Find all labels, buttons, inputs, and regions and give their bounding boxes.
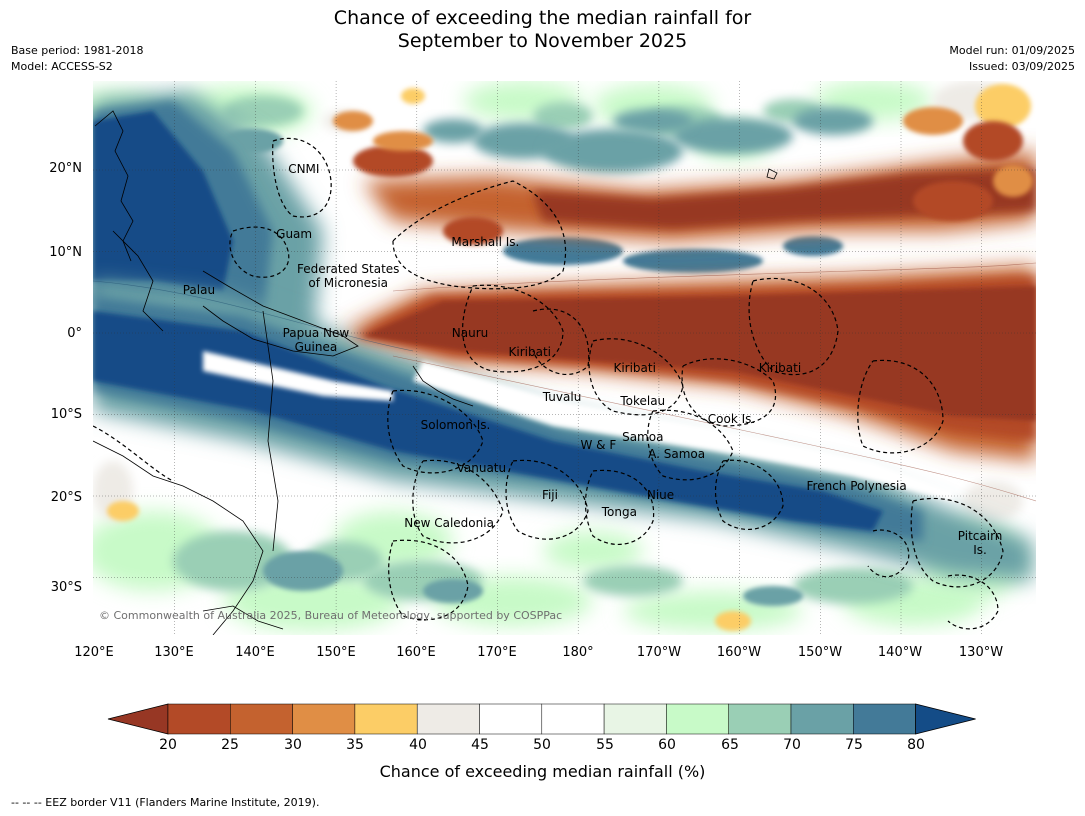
region-label: Kiribati [508, 344, 552, 359]
region-label: Palau [182, 282, 216, 297]
region-label: Guam [276, 226, 313, 241]
colorbar-tick: 40 [409, 737, 427, 753]
colorbar-tick: 65 [721, 737, 739, 753]
region-label: Kiribati [758, 361, 802, 376]
colorbar-bin [416, 703, 480, 735]
region-label: French Polynesia [806, 479, 907, 494]
colorbar-tick: 30 [284, 737, 302, 753]
region-label: Fiji [541, 488, 558, 503]
lon-tick-120e: 120°E [74, 645, 114, 660]
base-period: Base period: 1981-2018 [11, 44, 144, 57]
lon-tick-170e: 170°E [477, 645, 517, 660]
region-label: New Caledonia [404, 515, 494, 530]
coastlines [93, 110, 778, 635]
region-label: Pitcairn Is. [957, 529, 1003, 558]
eez-borders [93, 137, 1004, 630]
colorbar-tick: 45 [471, 737, 489, 753]
lon-tick-160e: 160°E [396, 645, 436, 660]
rainfall-map [93, 81, 1036, 635]
colorbar-under-arrow [107, 703, 169, 735]
colorbar-bin [292, 703, 356, 735]
lat-tick-0: 0° [67, 326, 82, 341]
lat-tick-30s: 30°S [50, 580, 82, 595]
colorbar-tick: 50 [533, 737, 551, 753]
region-label: A. Samoa [648, 446, 706, 461]
colorbar-bin [230, 703, 293, 735]
model-name: Model: ACCESS-S2 [11, 60, 113, 73]
lon-tick-160w: 160°W [716, 645, 762, 660]
colorbar-tick: 55 [596, 737, 614, 753]
region-label: Samoa [622, 430, 664, 445]
model-run: Model run: 01/09/2025 [949, 44, 1075, 57]
colorbar-tick: 60 [658, 737, 676, 753]
lon-tick-130w: 130°W [958, 645, 1004, 660]
colorbar-bin [541, 703, 605, 735]
issued-date: Issued: 03/09/2025 [968, 60, 1075, 73]
colorbar-bin [853, 703, 916, 735]
lon-tick-130e: 130°E [154, 645, 194, 660]
colorbar-tick: 25 [221, 737, 239, 753]
lon-tick-140e: 140°E [235, 645, 275, 660]
lat-tick-20s: 20°S [50, 490, 82, 505]
colorbar-bin [479, 703, 543, 735]
lat-tick-10s: 10°S [50, 407, 82, 422]
colorbar-bin [167, 703, 231, 735]
region-label: Solomon Is. [420, 418, 491, 433]
colorbar-tick: 80 [907, 737, 925, 753]
colorbar-bin [666, 703, 729, 735]
lon-tick-140w: 140°W [877, 645, 923, 660]
region-label: Papua New Guinea [282, 325, 350, 354]
region-label: Federated States of Micronesia [296, 261, 400, 290]
colorbar-tick: 20 [159, 737, 177, 753]
region-label: Tokelau [620, 393, 666, 408]
title-line-2: September to November 2025 [397, 30, 688, 52]
map-panel [93, 81, 1036, 635]
lon-tick-150w: 150°W [797, 645, 843, 660]
region-label: Kiribati [613, 361, 656, 376]
eez-footnote: -- -- -- EEZ border V11 (Flanders Marine… [11, 796, 320, 809]
lon-tick-150e: 150°E [316, 645, 356, 660]
region-label: Cook Is. [707, 412, 756, 427]
region-label: Tonga [601, 505, 637, 520]
graticule [93, 81, 1036, 635]
colorbar-tick: 35 [346, 737, 364, 753]
colorbar-tick: 70 [783, 737, 801, 753]
lat-tick-10n: 10°N [49, 245, 82, 260]
region-label: CNMI [288, 162, 320, 177]
region-label: Tuvalu [542, 390, 582, 405]
region-label: Nauru [451, 326, 489, 340]
colorbar-bin [790, 703, 854, 735]
colorbar-bin [354, 703, 418, 735]
base-period-info: Base period: 1981-2018 Model: ACCESS-S2 [11, 43, 143, 75]
copyright-notice: © Commonwealth of Australia 2025, Bureau… [99, 609, 563, 622]
region-label: Vanuatu [456, 461, 507, 476]
colorbar-over-arrow [915, 703, 976, 735]
run-info: Model run: 01/09/2025 Issued: 03/09/2025 [949, 43, 1075, 75]
lon-tick-170w: 170°W [636, 645, 682, 660]
title-line-1: Chance of exceeding the median rainfall … [333, 7, 752, 29]
region-label: W & F [580, 438, 617, 453]
colorbar-bin [728, 703, 792, 735]
map-title: Chance of exceeding the median rainfall … [0, 7, 1085, 53]
colorbar [107, 703, 976, 735]
lat-tick-20n: 20°N [49, 161, 82, 176]
lon-tick-180: 180° [562, 645, 594, 660]
colorbar-bin [603, 703, 667, 735]
region-label: Niue [646, 488, 675, 503]
colorbar-label: Chance of exceeding median rainfall (%) [379, 762, 706, 781]
probability-field [93, 81, 1036, 631]
region-label: Marshall Is. [451, 234, 520, 249]
colorbar-tick: 75 [845, 737, 863, 753]
